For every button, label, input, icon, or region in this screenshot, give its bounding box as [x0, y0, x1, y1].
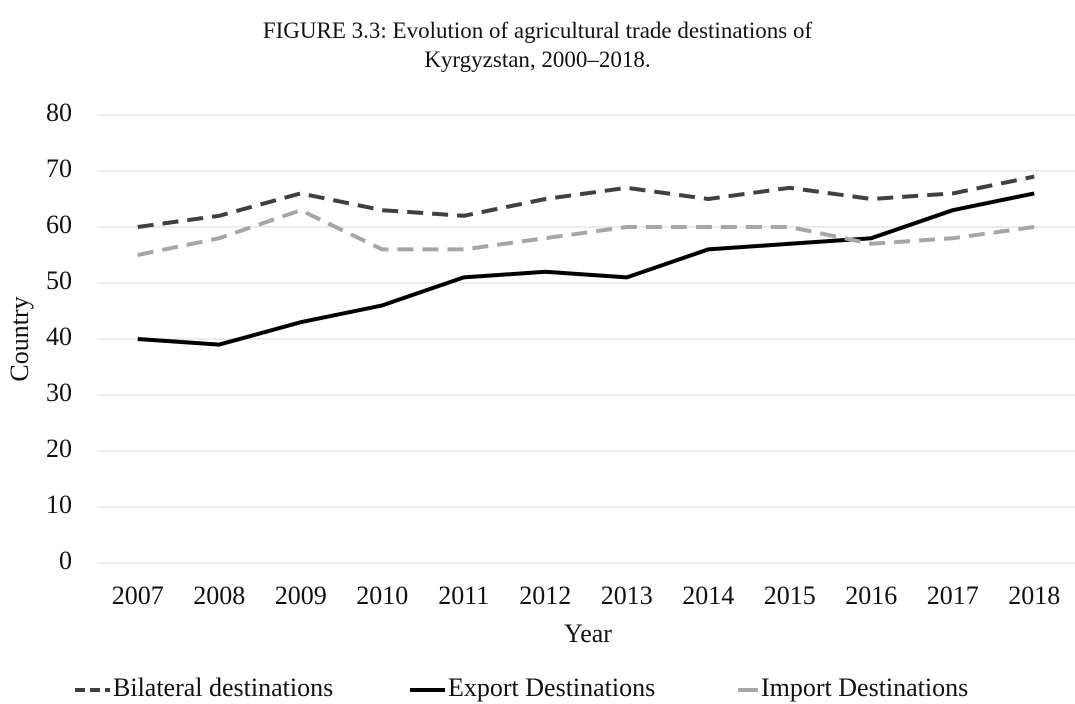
x-tick-label: 2007 [112, 581, 164, 610]
x-tick-label: 2013 [601, 581, 653, 610]
x-tick-label: 2017 [927, 581, 979, 610]
x-tick-label: 2010 [356, 581, 408, 610]
y-axis-label: Country [5, 296, 34, 381]
y-tick-label: 0 [59, 546, 72, 575]
x-tick-label: 2008 [193, 581, 245, 610]
y-tick-label: 30 [46, 378, 72, 407]
y-tick-label: 40 [46, 322, 72, 351]
x-tick-label: 2012 [519, 581, 571, 610]
y-tick-label: 50 [46, 266, 72, 295]
series-line [137, 191, 1035, 347]
x-tick-label: 2018 [1008, 581, 1060, 610]
legend-label: Export Destinations [448, 673, 655, 702]
y-tick-label: 20 [46, 434, 72, 463]
series-line [137, 208, 1035, 257]
x-tick-label: 2014 [682, 581, 734, 610]
x-tick-label: 2009 [275, 581, 327, 610]
x-tick-label: 2015 [764, 581, 816, 610]
legend-label: Bilateral destinations [113, 673, 333, 702]
legend-label: Import Destinations [761, 673, 968, 702]
chart-title: FIGURE 3.3: Evolution of agricultural tr… [262, 18, 813, 72]
y-tick-label: 10 [46, 490, 72, 519]
x-tick-label: 2011 [438, 581, 489, 610]
y-tick-label: 70 [46, 154, 72, 183]
x-axis-label: Year [564, 619, 612, 648]
x-tick-label: 2016 [845, 581, 897, 610]
y-tick-label: 60 [46, 210, 72, 239]
series-line [137, 174, 1035, 229]
y-tick-label: 80 [46, 98, 72, 127]
